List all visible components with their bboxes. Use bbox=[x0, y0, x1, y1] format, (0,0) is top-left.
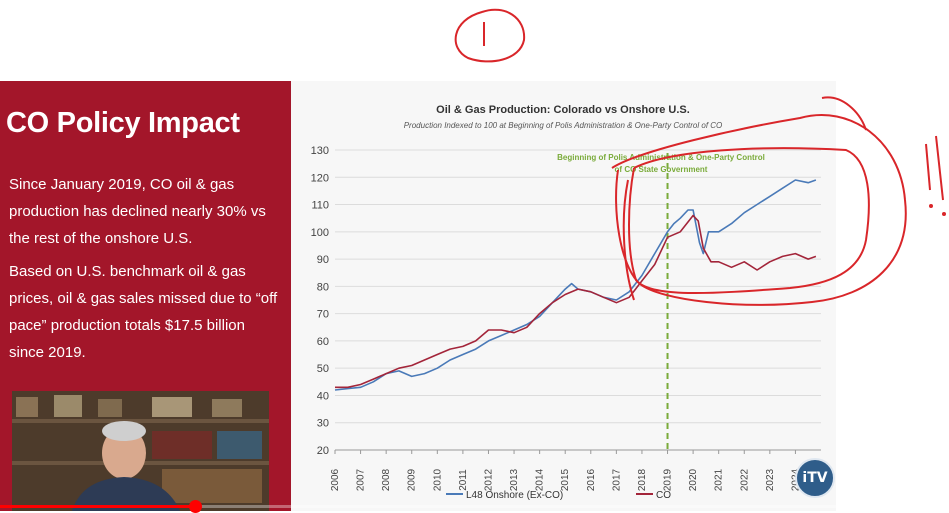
x-tick-label: 2023 bbox=[765, 468, 776, 491]
x-tick-label: 2020 bbox=[688, 468, 699, 491]
chart-svg: 20 30 40 50 60 70 80 90 100 110 120 130 2006 2007 200… bbox=[311, 104, 821, 501]
y-tick-label: 100 bbox=[311, 227, 329, 239]
panel-title: CO Policy Impact bbox=[6, 107, 240, 139]
y-tick-label: 130 bbox=[311, 145, 329, 157]
y-tick-label: 30 bbox=[317, 418, 329, 430]
chart-annotation-line-2: of CO State Government bbox=[615, 165, 708, 174]
legend-label-co: CO bbox=[656, 490, 671, 501]
series-line-co bbox=[335, 214, 817, 389]
x-tick-label: 2017 bbox=[611, 468, 622, 491]
y-tick-label: 80 bbox=[317, 281, 329, 293]
x-tick-label: 2016 bbox=[586, 468, 597, 491]
video-scrubber-handle[interactable] bbox=[188, 500, 202, 513]
x-tick-label: 2012 bbox=[483, 468, 494, 491]
y-tick-label: 110 bbox=[311, 200, 329, 212]
x-tick-label: 2010 bbox=[432, 468, 443, 491]
x-tick-label: 2006 bbox=[330, 468, 341, 491]
itv-logo: iTV bbox=[795, 458, 835, 498]
x-tick-label: 2015 bbox=[560, 468, 571, 491]
y-tick-label: 40 bbox=[317, 390, 329, 402]
y-tick-label: 70 bbox=[317, 309, 329, 321]
x-tick-label: 2022 bbox=[739, 468, 750, 491]
video-progress-track[interactable] bbox=[0, 505, 949, 508]
panel-paragraph-2: Based on U.S. benchmark oil & gas prices… bbox=[9, 263, 278, 361]
y-tick-label: 60 bbox=[317, 336, 329, 348]
x-tick-label: 2019 bbox=[663, 468, 674, 491]
chart-legend: L48 Onshore (Ex-CO) CO bbox=[446, 490, 671, 501]
legend-label-l48: L48 Onshore (Ex-CO) bbox=[466, 490, 563, 501]
video-progress-fill bbox=[0, 505, 195, 508]
x-tick-label: 2014 bbox=[535, 468, 546, 491]
chart-panel: 20 30 40 50 60 70 80 90 100 110 120 130 2006 2007 200… bbox=[291, 81, 836, 511]
webcam-scene bbox=[12, 391, 269, 511]
x-tick-label: 2013 bbox=[509, 468, 520, 491]
y-tick-label: 20 bbox=[317, 445, 329, 457]
y-tick-label: 50 bbox=[317, 363, 329, 375]
chart-title: Oil & Gas Production: Colorado vs Onshor… bbox=[436, 104, 690, 116]
chart-subtitle: Production Indexed to 100 at Beginning o… bbox=[404, 121, 723, 130]
x-tick-label: 2007 bbox=[356, 468, 367, 491]
y-tick-label: 90 bbox=[317, 254, 329, 266]
x-tick-label: 2011 bbox=[458, 469, 469, 491]
x-tick-label: 2008 bbox=[381, 468, 392, 491]
x-tick-label: 2021 bbox=[714, 468, 725, 491]
webcam-video-feed bbox=[12, 391, 269, 511]
series-line-l48 bbox=[334, 179, 817, 391]
x-tick-label: 2009 bbox=[407, 468, 418, 491]
panel-paragraph-1: Since January 2019, CO oil & gas product… bbox=[9, 176, 266, 247]
chart-annotation-line-1: Beginning of Polis Administration & One-… bbox=[557, 153, 765, 162]
x-tick-label: 2018 bbox=[637, 468, 648, 491]
y-tick-label: 120 bbox=[311, 172, 329, 184]
